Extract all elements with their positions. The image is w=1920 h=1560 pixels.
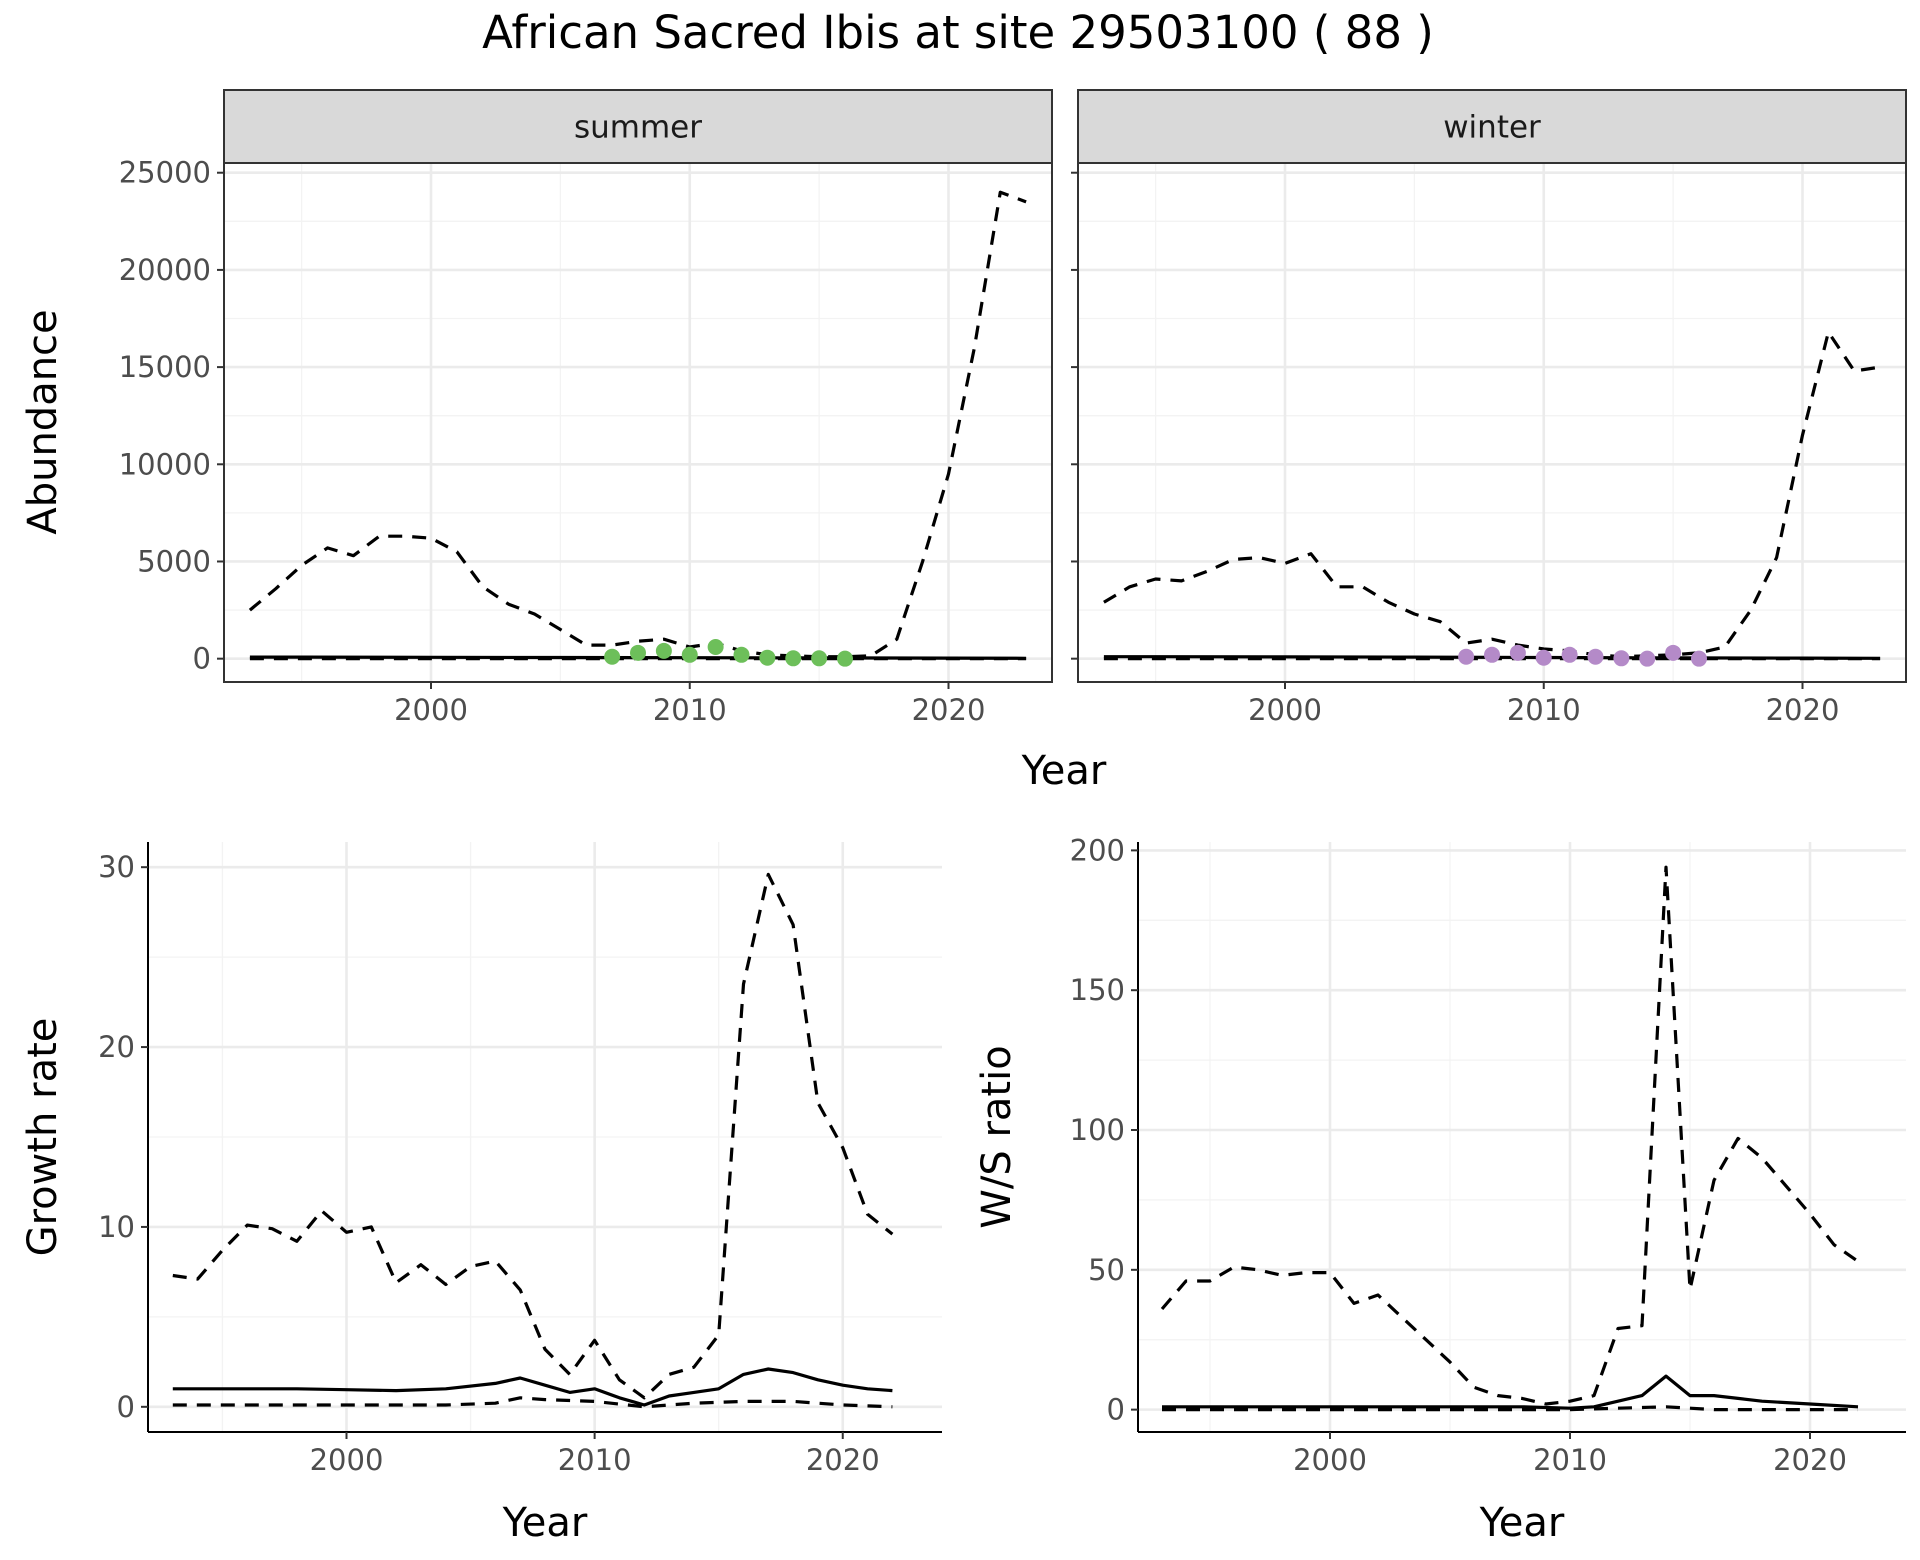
data-point [811, 650, 828, 667]
x-axis-title: Year [502, 1500, 588, 1546]
x-tick-label: 2010 [653, 693, 727, 727]
y-tick-label: 20000 [119, 253, 211, 287]
y-tick-label: 10000 [119, 447, 211, 481]
y-axis-title: Growth rate [20, 1018, 66, 1257]
panel-border [223, 162, 1053, 683]
facet-strip [1077, 89, 1907, 164]
ws-ratio-chart: 2000 2010 2020 0 50 100 150 200 Year W/S ratio [974, 833, 1906, 1546]
y-tick-label: 0 [117, 1390, 135, 1424]
data-point [1691, 650, 1707, 667]
data-point [630, 644, 646, 661]
data-point [733, 646, 750, 663]
data-point [1561, 646, 1578, 663]
y-tick-label: 0 [193, 642, 211, 676]
data-point [759, 649, 776, 666]
data-point [681, 646, 698, 663]
x-axis-title: Year [1021, 748, 1107, 794]
series-line-lower [1162, 1405, 1858, 1412]
data-point [1613, 650, 1630, 667]
facet-panel-winter: winter 2000 2010 2020 [1071, 89, 1907, 727]
series-line-upper [1160, 865, 1859, 1406]
y-tick-label: 50 [1088, 1253, 1125, 1287]
y-tick-label: 5000 [137, 544, 211, 578]
x-tick-label: 2000 [1293, 1443, 1367, 1477]
data-point [604, 648, 621, 665]
x-tick-label: 2020 [1766, 693, 1840, 727]
facet-panel-summer: summer 2000 2010 2020 0 5000 10000 15000 20000 25… [119, 89, 1053, 727]
y-tick-label: 30 [98, 850, 135, 884]
data-point [1665, 644, 1682, 661]
y-tick-label: 0 [1107, 1393, 1125, 1427]
series-line-fit [1162, 1374, 1859, 1410]
growth-rate-chart: 2000 2010 2020 0 10 20 30 Year Growth rate [20, 842, 942, 1546]
data-point [655, 642, 672, 659]
data-point [1639, 650, 1656, 667]
facet-strip-label: summer [574, 110, 702, 146]
x-axis-title: Year [1479, 1500, 1565, 1546]
series-line-upper [172, 872, 894, 1400]
x-tick-label: 2000 [394, 693, 468, 727]
y-tick-label: 25000 [119, 156, 211, 190]
abundance-chart: summer 2000 2010 2020 0 5000 10000 15000 20000 25… [20, 89, 1907, 794]
y-axis-title: W/S ratio [974, 1045, 1020, 1228]
y-tick-label: 150 [1070, 973, 1125, 1007]
data-point [785, 650, 802, 667]
series-line-upper [1103, 330, 1881, 659]
figure-title: African Sacred Ibis at site 29503100 ( 8… [482, 6, 1434, 59]
x-tick-label: 2010 [1507, 693, 1581, 727]
x-tick-label: 2020 [1773, 1443, 1847, 1477]
y-tick-label: 200 [1070, 833, 1125, 867]
y-tick-label: 15000 [119, 350, 211, 384]
facet-strip-label: winter [1443, 110, 1541, 146]
data-point [837, 650, 853, 667]
x-tick-label: 2000 [1248, 693, 1322, 727]
data-point [1509, 644, 1526, 661]
y-axis-title: Abundance [20, 309, 66, 534]
data-point [707, 639, 724, 656]
data-point [1587, 648, 1604, 665]
x-tick-label: 2020 [806, 1443, 880, 1477]
x-tick-label: 2010 [558, 1443, 632, 1477]
data-point [1484, 646, 1500, 663]
y-tick-label: 100 [1070, 1113, 1125, 1147]
x-tick-label: 2020 [912, 693, 986, 727]
data-point [1535, 649, 1552, 666]
data-point [1458, 648, 1475, 665]
series-line-lower [172, 1396, 893, 1409]
facet-strip [223, 89, 1053, 164]
y-tick-label: 20 [98, 1030, 135, 1064]
series-line-upper [248, 190, 1027, 659]
x-tick-label: 2010 [1533, 1443, 1607, 1477]
x-tick-label: 2000 [310, 1443, 384, 1477]
series-line-fit [172, 1367, 893, 1407]
panel-border [1077, 162, 1907, 683]
y-tick-label: 10 [98, 1210, 135, 1244]
